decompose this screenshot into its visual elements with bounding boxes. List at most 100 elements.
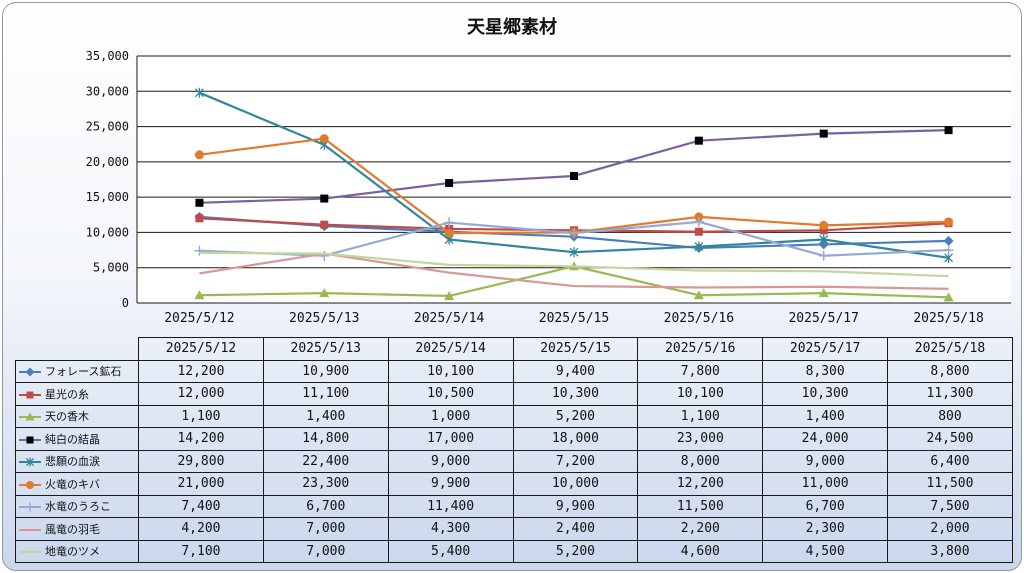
series-legend-cell: 火竜のキバ: [15, 472, 139, 496]
data-point: [26, 391, 34, 399]
data-point: [319, 288, 330, 298]
data-point: [26, 436, 34, 444]
series-name-label: 星光の糸: [45, 387, 89, 401]
y-tick-label: 5,000: [93, 261, 129, 275]
table-value-cell: 4,200: [138, 517, 264, 541]
y-tick-label: 35,000: [86, 49, 129, 63]
data-point: [319, 134, 329, 144]
data-point: [320, 220, 329, 229]
data-point: [698, 269, 700, 271]
data-point: [319, 250, 330, 261]
table-value-cell: 1,400: [262, 404, 389, 428]
table-value-cell: 6,400: [887, 449, 1013, 473]
data-point: [26, 457, 34, 467]
data-point: [573, 265, 575, 267]
table-value-cell: 10,100: [387, 359, 514, 383]
series-legend-cell: 星光の糸: [15, 382, 139, 406]
series-name-label: 純白の結晶: [45, 432, 100, 446]
table-value-cell: 23,000: [637, 427, 764, 451]
data-point: [693, 290, 704, 300]
table-header-cell: 2025/5/14: [387, 337, 514, 361]
data-point: [448, 271, 450, 273]
table-value-cell: 9,900: [512, 494, 639, 518]
table-value-cell: 800: [887, 404, 1013, 428]
table-value-cell: 6,700: [262, 494, 389, 518]
table-value-cell: 7,500: [887, 494, 1013, 518]
data-point: [944, 126, 953, 135]
legend-key-icon: [19, 502, 41, 512]
table-value-cell: 11,500: [637, 494, 764, 518]
table-value-cell: 22,400: [262, 449, 389, 473]
legend-key-icon: [19, 391, 41, 399]
y-tick-label: 0: [122, 296, 129, 310]
table-value-cell: 7,800: [637, 359, 764, 383]
table-value-cell: 9,900: [387, 472, 514, 496]
data-point: [25, 502, 35, 512]
data-point: [445, 179, 454, 188]
legend-key-icon: [19, 551, 41, 554]
table-value-cell: 11,000: [762, 472, 889, 496]
table-value-cell: 2,400: [512, 517, 639, 541]
y-tick-label: 15,000: [86, 190, 129, 204]
table-row: フォレース鉱石 12,200 10,900 10,100 9,400 7,800 8,300…: [15, 359, 1013, 383]
data-point: [26, 480, 34, 489]
data-point: [943, 235, 954, 246]
series-legend-cell: 純白の結晶: [15, 427, 139, 451]
table-value-cell: 7,200: [512, 449, 639, 473]
table-header-cell: 2025/5/13: [262, 337, 389, 361]
series-name-label: フォレース鉱石: [45, 365, 122, 379]
table-value-cell: 9,000: [387, 449, 514, 473]
table-header-cell: 2025/5/17: [762, 337, 889, 361]
table-value-cell: 4,300: [387, 517, 514, 541]
table-row: 星光の糸 12,000 11,100 10,500 10,300 10,100 10,300…: [15, 382, 1013, 406]
data-point: [195, 198, 204, 207]
table-value-cell: 10,300: [512, 382, 639, 406]
data-point: [444, 217, 455, 228]
series-name-label: 地竜のツメ: [45, 545, 100, 559]
legend-key-icon: [19, 457, 41, 467]
table-value-cell: 12,200: [138, 359, 264, 383]
data-point: [194, 245, 205, 256]
table-row: 天の香木 1,100 1,400 1,000 5,200 1,100 1,400 800: [15, 404, 1013, 428]
table-value-cell: 5,200: [512, 539, 639, 563]
series-legend-cell: 悲願の血涙: [15, 449, 139, 473]
x-tick-label: 2025/5/18: [913, 311, 983, 326]
data-point: [194, 87, 204, 98]
legend-key-icon: [19, 436, 41, 444]
chart-title: 天星郷素材: [467, 17, 557, 38]
series-line-group: [199, 251, 949, 278]
table-value-cell: 6,700: [762, 494, 889, 518]
table-header-row: 2025/5/12 2025/5/13 2025/5/14 2025/5/15 2025…: [15, 337, 1013, 361]
table-header-cell: 2025/5/12: [138, 337, 264, 361]
table-value-cell: 9,000: [762, 449, 889, 473]
data-point: [947, 288, 949, 290]
x-tick-label: 2025/5/15: [539, 311, 609, 326]
data-point: [198, 272, 200, 274]
table-value-cell: 7,100: [138, 539, 264, 563]
series-name-label: 水竜のうろこ: [45, 500, 111, 514]
table-value-cell: 2,000: [887, 517, 1013, 541]
table-value-cell: 11,300: [887, 382, 1013, 406]
table-value-cell: 10,100: [637, 382, 764, 406]
series-legend-cell: 風竜の羽毛: [15, 517, 139, 541]
data-point: [819, 220, 829, 230]
table-value-cell: 1,100: [138, 404, 264, 428]
x-tick-label: 2025/5/13: [289, 311, 359, 326]
table-value-cell: 10,900: [262, 359, 389, 383]
table-value-cell: 8,000: [637, 449, 764, 473]
table-value-cell: 7,000: [262, 539, 389, 563]
table-value-cell: 24,000: [762, 427, 889, 451]
table-value-cell: 8,300: [762, 359, 889, 383]
data-point: [818, 250, 829, 261]
table-value-cell: 23,300: [262, 472, 389, 496]
data-point: [444, 290, 455, 300]
data-point: [819, 129, 828, 138]
legend-key-icon: [19, 412, 41, 421]
table-value-cell: 5,200: [512, 404, 639, 428]
data-point: [944, 217, 954, 227]
table-value-cell: 9,400: [512, 359, 639, 383]
table-value-cell: 7,400: [138, 494, 264, 518]
data-point: [698, 286, 700, 288]
legend-key-icon: [19, 367, 41, 377]
table-value-cell: 2,300: [762, 517, 889, 541]
